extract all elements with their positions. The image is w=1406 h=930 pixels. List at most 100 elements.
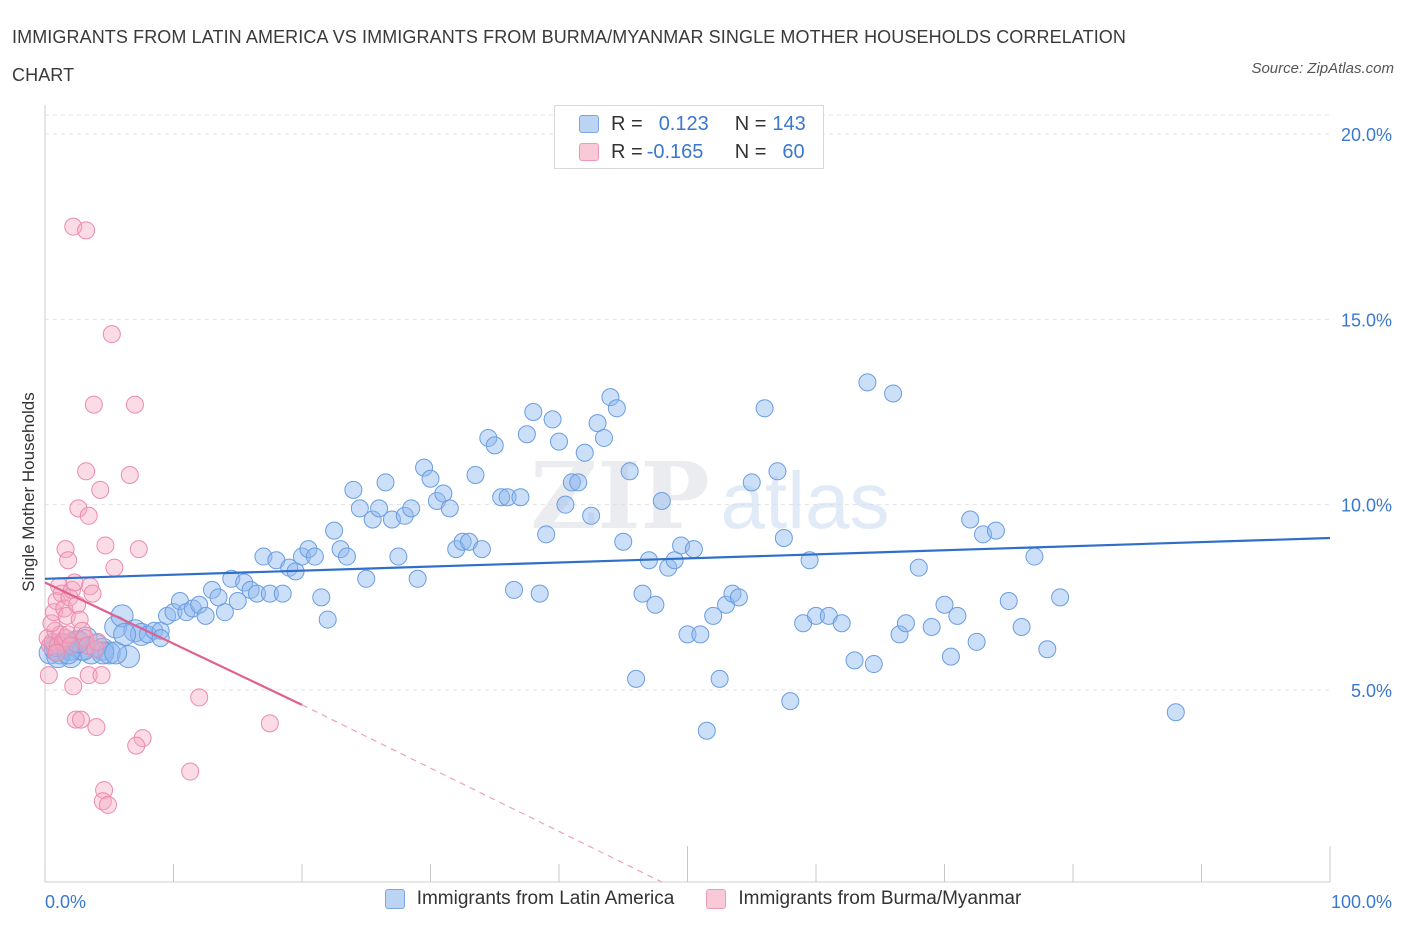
data-point-latin-america (421, 469, 440, 488)
data-point-latin-america (582, 506, 601, 525)
data-point-latin-america (704, 606, 723, 625)
data-point-latin-america (344, 480, 363, 499)
data-point-latin-america (575, 443, 594, 462)
data-point-latin-america (472, 540, 491, 559)
data-point-latin-america (530, 584, 549, 603)
data-point-burma (69, 499, 88, 518)
data-point-latin-america (832, 614, 851, 633)
data-point-latin-america (164, 603, 183, 622)
data-point-latin-america (415, 458, 434, 477)
data-point-burma (59, 551, 78, 570)
data-point-latin-america (273, 584, 292, 603)
data-point-latin-america (884, 384, 903, 403)
data-point-burma (59, 625, 78, 644)
data-point-latin-america (203, 580, 222, 599)
data-point-latin-america (492, 488, 511, 507)
data-point-latin-america (357, 569, 376, 588)
data-point-burma (120, 466, 139, 485)
series-swatch-pink (706, 889, 727, 909)
y-tick-label: 5.0% (1351, 681, 1392, 701)
data-point-latin-america (485, 436, 504, 455)
legend-row-burma: R = -0.165 N = 60 (579, 138, 805, 166)
data-point-latin-america (350, 499, 369, 518)
data-point-latin-america (235, 573, 254, 592)
data-point-burma (42, 614, 61, 633)
data-point-burma (39, 666, 58, 685)
data-point-latin-america (665, 551, 684, 570)
legend-r-label: R = (611, 112, 643, 135)
data-point-latin-america (588, 414, 607, 433)
data-point-latin-america (453, 532, 472, 551)
data-point-latin-america (305, 547, 324, 566)
series-latin-america-points (38, 373, 1185, 740)
legend-r-value: 0.123 (658, 112, 709, 135)
data-point-latin-america (807, 606, 825, 625)
data-point-latin-america (742, 473, 761, 492)
data-point-latin-america (511, 488, 530, 507)
y-tick-label: 20.0% (1341, 125, 1392, 145)
data-point-burma (129, 540, 148, 559)
data-point-burma (79, 506, 98, 525)
data-point-latin-america (325, 521, 344, 540)
data-point-latin-america (331, 540, 350, 559)
data-point-burma (105, 558, 124, 577)
data-point-burma (65, 573, 84, 592)
series-swatch-blue (384, 889, 405, 909)
data-point-latin-america (967, 632, 986, 651)
data-point-latin-america (117, 645, 141, 669)
series-legend-label: Immigrants from Burma/Myanmar (738, 888, 1022, 909)
x-tick-label: 0.0% (45, 892, 86, 912)
source-label: Source: ZipAtlas.com (1251, 60, 1394, 77)
data-point-burma (91, 480, 110, 499)
data-point-latin-america (190, 595, 209, 614)
trend-line-burma-extension (301, 704, 663, 883)
legend-swatch-blue (579, 115, 599, 133)
data-point-latin-america (614, 532, 633, 551)
data-point-burma (77, 221, 96, 240)
data-point-latin-america (845, 651, 864, 670)
data-point-latin-america (524, 403, 543, 421)
data-point-burma (64, 677, 83, 696)
data-point-latin-america (215, 603, 234, 622)
data-point-latin-america (594, 428, 613, 447)
chart-title: IMMIGRANTS FROM LATIN AMERICA VS IMMIGRA… (12, 27, 1126, 85)
data-point-latin-america (1025, 547, 1044, 566)
data-point-latin-america (562, 473, 581, 492)
watermark: ZIP atlas (530, 442, 889, 550)
data-point-latin-america (858, 373, 877, 392)
data-point-latin-america (697, 721, 716, 740)
data-point-burma (190, 688, 209, 707)
data-point-latin-america (248, 584, 267, 603)
data-point-latin-america (646, 595, 665, 614)
data-point-latin-america (607, 399, 626, 418)
data-point-latin-america (395, 506, 414, 525)
trend-lines (44, 536, 1331, 883)
data-point-latin-america (774, 529, 793, 548)
data-point-burma (127, 736, 146, 755)
trend-line-latin-america (44, 536, 1331, 580)
data-point-burma (133, 729, 152, 748)
data-point-latin-america (434, 484, 453, 503)
data-point-latin-america (627, 669, 646, 688)
watermark-zip: ZIP (530, 442, 709, 550)
data-point-latin-america (312, 588, 331, 607)
data-point-latin-america (935, 595, 954, 614)
data-point-burma (79, 666, 98, 685)
data-point-latin-america (113, 622, 137, 646)
legend-n-value: 143 (772, 112, 806, 135)
data-point-latin-america (299, 540, 318, 559)
legend-n-label: N = (734, 112, 767, 135)
data-point-latin-america (755, 399, 774, 418)
data-point-burma (86, 640, 105, 659)
legend-n-label: N = (734, 140, 767, 163)
data-point-latin-america (550, 432, 568, 451)
series-legend-burma: Immigrants from Burma/Myanmar (706, 888, 1021, 910)
data-point-latin-america (505, 580, 524, 599)
data-point-latin-america (376, 473, 395, 492)
data-point-burma (84, 395, 103, 414)
data-point-latin-america (710, 669, 729, 688)
data-point-latin-america (337, 547, 356, 566)
watermark-atlas: atlas (721, 456, 890, 545)
legend-r-label: R = (611, 140, 643, 163)
